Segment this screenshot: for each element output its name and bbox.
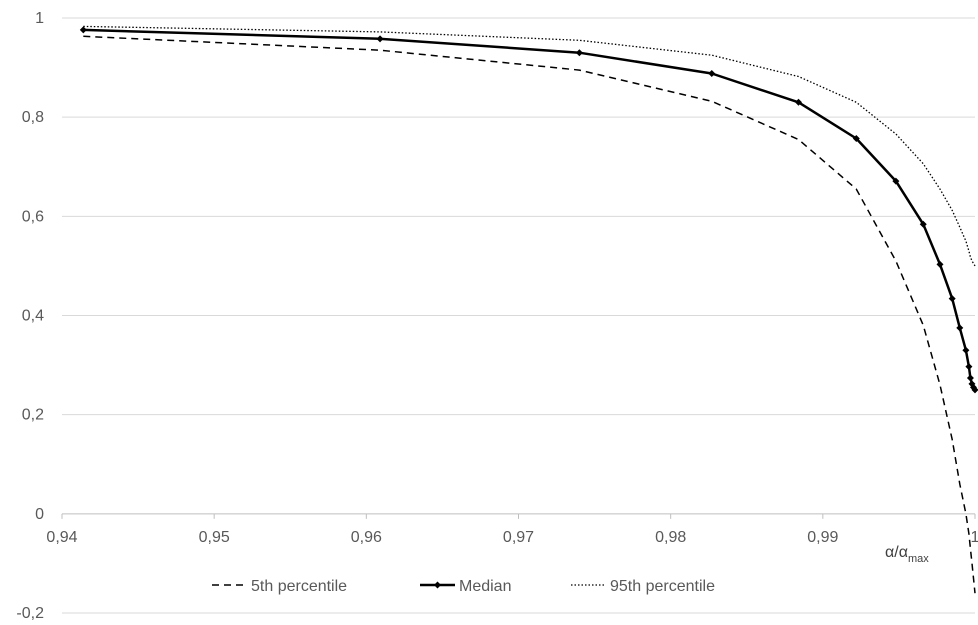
median-point-7 (919, 220, 927, 228)
median-point-8 (936, 260, 944, 268)
x-tick-label-5: 0,99 (807, 529, 838, 546)
legend-label-1: Median (459, 578, 511, 595)
x-tick-label-4: 0,98 (655, 529, 686, 546)
median-point-3 (708, 70, 716, 78)
legend-marker-1 (434, 581, 441, 589)
series-group (83, 25, 977, 594)
y-tick-label-5: 0,8 (22, 109, 44, 126)
median-point-0 (79, 26, 87, 34)
y-tick-label-0: -0,2 (16, 605, 44, 622)
y-tick-label-1: 0 (35, 506, 44, 523)
y-tick-label-3: 0,4 (22, 308, 44, 325)
legend-label-2: 95th percentile (610, 578, 715, 595)
legend-label-0: 5th percentile (251, 578, 347, 595)
x-tick-label-1: 0,95 (199, 529, 230, 546)
median-point-4 (794, 98, 802, 106)
median-point-16 (971, 386, 978, 394)
y-tick-label-6: 1 (35, 10, 44, 27)
legend: 5th percentile Median 95th percentile (212, 578, 715, 595)
series-line-1 (83, 28, 977, 391)
x-axis-title-base: α/α (885, 544, 908, 561)
y-axis-tick-labels: -0,2 0 0,2 0,4 0,6 0,8 1 (16, 10, 44, 622)
x-axis-title-subscript: max (908, 553, 929, 565)
series-line-2 (83, 25, 976, 267)
x-axis-tick-labels: 0,94 0,95 0,96 0,97 0,98 0,99 1 (46, 529, 978, 546)
median-point-13 (966, 374, 974, 382)
x-axis-title: α/αmax (885, 544, 929, 565)
median-point-9 (948, 295, 956, 303)
x-tick-label-3: 0,97 (503, 529, 534, 546)
x-tick-label-6: 1 (971, 529, 978, 546)
y-tick-label-2: 0,2 (22, 407, 44, 424)
x-axis-line (61, 513, 976, 519)
median-point-5 (852, 134, 860, 142)
series-line-0 (83, 35, 976, 594)
x-tick-label-0: 0,94 (46, 529, 77, 546)
median-point-11 (962, 346, 970, 354)
gridlines (62, 17, 975, 614)
median-point-1 (376, 35, 384, 43)
median-point-12 (965, 363, 973, 371)
x-tick-label-2: 0,96 (351, 529, 382, 546)
median-markers (79, 26, 978, 394)
median-point-2 (575, 49, 583, 57)
y-tick-label-4: 0,6 (22, 208, 44, 225)
median-point-10 (956, 324, 964, 332)
median-point-6 (892, 177, 900, 185)
